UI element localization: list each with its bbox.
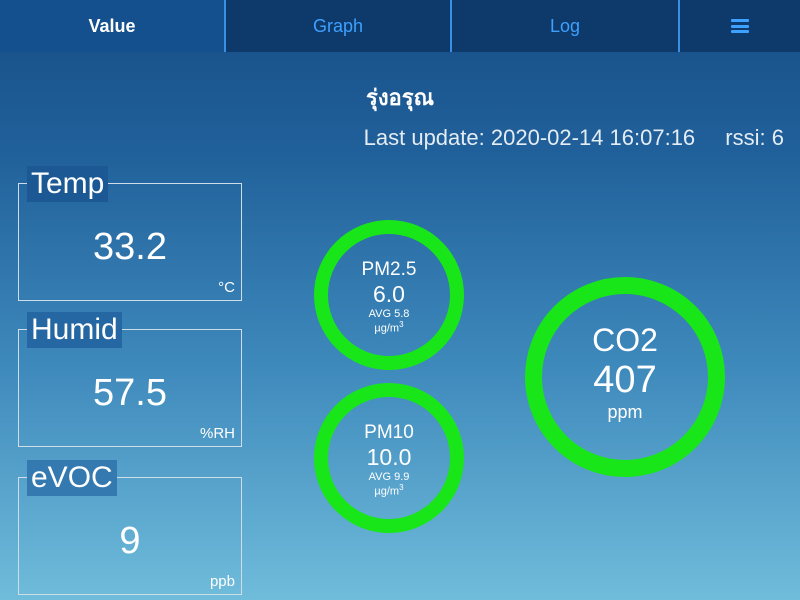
- temp-title: Temp: [27, 166, 109, 202]
- pm25-gauge: PM2.5 6.0 AVG 5.8 µg/m3: [314, 220, 464, 370]
- menu-button[interactable]: [680, 0, 800, 52]
- humid-title: Humid: [27, 312, 122, 348]
- site-name: รุ่งอรุณ: [366, 85, 434, 110]
- rssi-value: 6: [771, 125, 784, 150]
- humid-value: 57.5: [93, 372, 167, 414]
- last-update-label: Last update:: [363, 125, 485, 150]
- temp-unit: °C: [218, 279, 235, 296]
- status-line: Last update: 2020-02-14 16:07:16 rssi: 6: [364, 125, 784, 151]
- co2-value: 407: [593, 359, 657, 401]
- humid-unit: %RH: [199, 425, 235, 442]
- pm10-value: 10.0: [366, 444, 412, 470]
- temp-card: Temp 33.2 °C: [18, 166, 242, 301]
- temp-value: 33.2: [93, 226, 167, 268]
- hamburger-menu-icon: [731, 19, 749, 33]
- pm10-gauge: PM10 10.0 AVG 9.9 µg/m3: [314, 383, 464, 533]
- evoc-unit: ppb: [209, 573, 235, 590]
- pm25-value: 6.0: [373, 281, 405, 307]
- pm10-avg: AVG 9.9: [368, 471, 410, 483]
- co2-unit: ppm: [607, 402, 643, 422]
- evoc-card: eVOC 9 ppb: [18, 460, 242, 595]
- last-update-value: 2020-02-14 16:07:16: [490, 125, 696, 150]
- rssi-label: rssi:: [725, 125, 766, 150]
- pm25-label: PM2.5: [361, 259, 417, 280]
- pm10-label: PM10: [364, 422, 414, 443]
- evoc-value: 9: [119, 520, 141, 562]
- co2-label: CO2: [592, 322, 658, 358]
- top-nav-bar: Value Graph Log: [0, 0, 800, 52]
- tab-graph[interactable]: Graph: [226, 0, 452, 52]
- pm10-unit: µg/m3: [374, 483, 404, 498]
- evoc-title: eVOC: [27, 460, 117, 496]
- humid-card: Humid 57.5 %RH: [18, 312, 242, 447]
- tab-log[interactable]: Log: [452, 0, 680, 52]
- pm25-avg: AVG 5.8: [368, 308, 410, 320]
- tab-value[interactable]: Value: [0, 0, 226, 52]
- pm25-unit: µg/m3: [374, 320, 404, 335]
- co2-gauge: CO2 407 ppm: [525, 277, 725, 477]
